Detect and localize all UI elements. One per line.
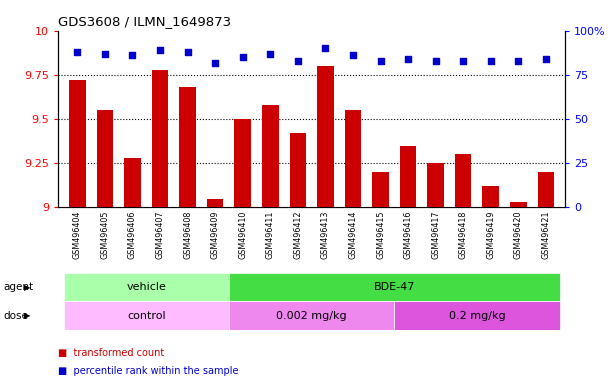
Text: GSM496407: GSM496407 bbox=[156, 210, 164, 259]
Text: GSM496421: GSM496421 bbox=[541, 210, 551, 259]
Point bbox=[348, 52, 358, 58]
Bar bbox=[97, 110, 113, 207]
Bar bbox=[372, 172, 389, 207]
Bar bbox=[235, 119, 251, 207]
Bar bbox=[510, 202, 527, 207]
Text: GSM496411: GSM496411 bbox=[266, 210, 275, 259]
Text: GSM496414: GSM496414 bbox=[348, 210, 357, 259]
Bar bbox=[483, 186, 499, 207]
Bar bbox=[152, 70, 168, 207]
Bar bbox=[345, 110, 361, 207]
Bar bbox=[394, 301, 560, 330]
Bar bbox=[69, 80, 86, 207]
Bar bbox=[229, 273, 560, 301]
Text: GSM496406: GSM496406 bbox=[128, 210, 137, 259]
Point bbox=[431, 58, 441, 64]
Text: GSM496416: GSM496416 bbox=[404, 210, 412, 259]
Text: ▶: ▶ bbox=[24, 283, 31, 291]
Bar bbox=[262, 105, 279, 207]
Text: GSM496412: GSM496412 bbox=[293, 210, 302, 259]
Bar bbox=[538, 172, 554, 207]
Point bbox=[265, 51, 275, 57]
Bar bbox=[400, 146, 416, 207]
Point bbox=[486, 58, 496, 64]
Text: GSM496404: GSM496404 bbox=[73, 210, 82, 259]
Bar bbox=[427, 163, 444, 207]
Text: GSM496415: GSM496415 bbox=[376, 210, 385, 259]
Text: ■  transformed count: ■ transformed count bbox=[58, 348, 164, 358]
Point bbox=[73, 49, 82, 55]
Point bbox=[458, 58, 468, 64]
Point bbox=[238, 54, 247, 60]
Point bbox=[403, 56, 413, 62]
Point bbox=[293, 58, 302, 64]
Text: GSM496409: GSM496409 bbox=[211, 210, 219, 259]
Bar bbox=[124, 158, 141, 207]
Bar bbox=[455, 154, 472, 207]
Point bbox=[100, 51, 110, 57]
Bar bbox=[179, 87, 196, 207]
Bar bbox=[64, 273, 229, 301]
Text: GSM496419: GSM496419 bbox=[486, 210, 496, 259]
Text: GDS3608 / ILMN_1649873: GDS3608 / ILMN_1649873 bbox=[58, 15, 231, 28]
Point bbox=[376, 58, 386, 64]
Bar bbox=[229, 301, 394, 330]
Point bbox=[541, 56, 551, 62]
Text: 0.002 mg/kg: 0.002 mg/kg bbox=[276, 311, 347, 321]
Text: ■  percentile rank within the sample: ■ percentile rank within the sample bbox=[58, 366, 238, 376]
Point bbox=[513, 58, 523, 64]
Bar bbox=[207, 199, 224, 207]
Text: vehicle: vehicle bbox=[126, 282, 166, 292]
Text: GSM496417: GSM496417 bbox=[431, 210, 440, 259]
Point bbox=[210, 60, 220, 66]
Point bbox=[155, 47, 165, 53]
Text: ▶: ▶ bbox=[24, 311, 31, 320]
Bar bbox=[64, 301, 229, 330]
Text: GSM496420: GSM496420 bbox=[514, 210, 523, 259]
Bar bbox=[290, 133, 306, 207]
Text: GSM496408: GSM496408 bbox=[183, 210, 192, 259]
Text: agent: agent bbox=[3, 282, 33, 292]
Bar bbox=[317, 66, 334, 207]
Text: GSM496405: GSM496405 bbox=[100, 210, 109, 259]
Text: 0.2 mg/kg: 0.2 mg/kg bbox=[448, 311, 505, 321]
Text: GSM496413: GSM496413 bbox=[321, 210, 330, 259]
Text: GSM496418: GSM496418 bbox=[459, 210, 467, 259]
Point bbox=[128, 52, 137, 58]
Text: BDE-47: BDE-47 bbox=[373, 282, 415, 292]
Text: dose: dose bbox=[3, 311, 28, 321]
Text: control: control bbox=[127, 311, 166, 321]
Point bbox=[183, 49, 192, 55]
Text: GSM496410: GSM496410 bbox=[238, 210, 247, 259]
Point bbox=[321, 45, 331, 51]
